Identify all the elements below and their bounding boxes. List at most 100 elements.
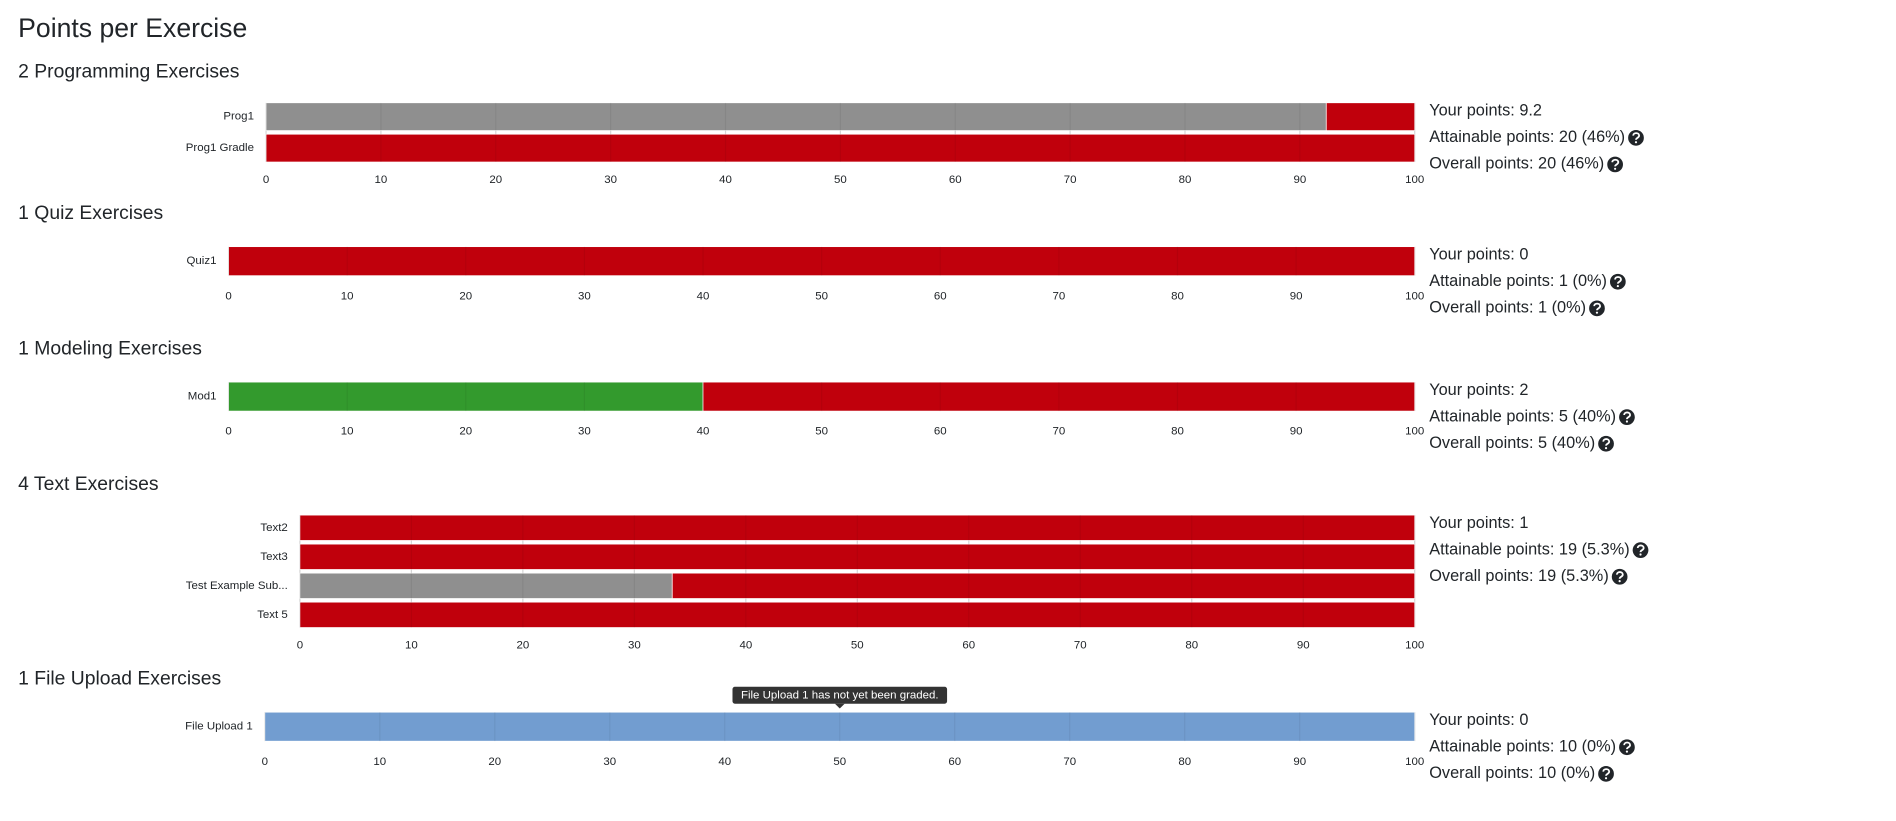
x-tick-label: 20 [459,290,472,302]
tooltip-arrow [834,703,845,709]
x-tick-label: 100 [1405,756,1424,768]
x-tick-label: 30 [578,426,591,438]
x-tick-label: 70 [1074,640,1087,652]
help-icon-glyph [1623,411,1631,420]
points-summary: Overall points: 5 (40%) [1429,434,1595,452]
section-heading: 2 Programming Exercises [18,61,239,83]
x-tick-label: 20 [459,426,472,438]
bar-segment [299,572,673,599]
x-tick-label: 0 [297,640,303,652]
bar-label: File Upload 1 [185,721,253,733]
x-tick-label: 0 [225,290,231,302]
help-icon-glyph [1611,158,1620,167]
help-icon-dot [1618,580,1621,583]
help-icon-circle [1619,739,1635,756]
help-icon-circle [1598,765,1614,782]
bar-segment [228,246,1416,277]
x-tick-label: 60 [948,756,961,768]
x-tick-label: 20 [488,756,501,768]
x-tick-label: 60 [934,426,947,438]
help-icon-circle [1589,300,1605,317]
help-icon-glyph [1636,544,1645,553]
bar-segment [671,572,1416,599]
bar-segment [228,381,704,412]
section-heading: 1 File Upload Exercises [18,668,221,690]
x-tick-label: 50 [851,640,864,652]
bar-label: Text 5 [257,609,288,621]
x-tick-label: 10 [405,640,418,652]
x-tick-label: 100 [1405,290,1424,302]
x-tick-label: 60 [949,174,962,186]
points-summary: Overall points: 19 (5.3%) [1429,567,1609,585]
help-icon-circle [1628,129,1644,146]
x-tick-label: 80 [1171,290,1184,302]
help-icon[interactable] [1589,300,1605,317]
x-tick-label: 50 [833,756,846,768]
points-summary: Your points: 1 [1429,514,1528,532]
x-tick-label: 50 [834,174,847,186]
bar-segment [299,543,1416,570]
help-icon-glyph [1593,302,1602,311]
x-tick-label: 30 [628,640,641,652]
help-icon[interactable] [1619,739,1635,756]
help-icon-dot [1625,750,1629,753]
points-summary: Attainable points: 1 (0%) [1429,272,1607,290]
x-tick-label: 40 [697,290,710,302]
bar-label: Text3 [260,551,287,563]
help-icon-dot [1595,311,1599,314]
tooltip-box [732,686,948,704]
help-icon[interactable] [1598,435,1614,452]
page-title: Points per Exercise [18,13,247,43]
section-heading: 1 Modeling Exercises [18,338,202,360]
bar-segment [702,381,1416,412]
x-tick-label: 80 [1171,426,1184,438]
bar-label: Prog1 Gradle [186,142,254,154]
x-tick-label: 70 [1064,174,1077,186]
x-tick-label: 100 [1405,426,1424,438]
x-tick-label: 30 [604,174,617,186]
bar-segment [1325,102,1416,131]
x-tick-label: 60 [962,640,975,652]
points-summary: Your points: 0 [1429,245,1528,263]
x-tick-label: 70 [1052,290,1065,302]
bar-segment [299,514,1416,541]
help-icon-glyph [1623,741,1631,750]
help-icon-circle [1632,542,1649,559]
x-tick-label: 80 [1185,640,1198,652]
help-icon[interactable] [1628,129,1644,146]
points-summary: Attainable points: 5 (40%) [1429,407,1616,425]
help-icon-dot [1625,420,1629,423]
points-summary: Overall points: 20 (46%) [1429,155,1604,173]
bar-segment [264,711,1416,742]
help-icon-dot [1616,284,1619,288]
x-tick-label: 70 [1052,426,1065,438]
x-tick-label: 60 [934,290,947,302]
help-icon-circle [1607,156,1623,173]
x-tick-label: 10 [341,426,354,438]
points-summary: Attainable points: 20 (46%) [1429,128,1625,146]
help-icon-glyph [1614,276,1622,284]
help-icon[interactable] [1619,409,1635,426]
bar-label: Prog1 [223,111,254,123]
x-tick-label: 10 [373,756,386,768]
x-tick-label: 0 [263,174,269,186]
help-icon-dot [1604,447,1608,450]
help-icon-dot [1614,167,1617,170]
bar-label: Quiz1 [187,255,217,267]
help-icon[interactable] [1609,273,1626,290]
help-icon-dot [1634,141,1638,144]
help-icon[interactable] [1611,568,1628,585]
bar-label: Test Example Sub... [186,580,288,592]
x-tick-label: 50 [815,426,828,438]
help-icon[interactable] [1607,156,1623,173]
bar-segment [265,102,1327,131]
help-icon[interactable] [1598,765,1614,782]
x-tick-label: 10 [341,290,354,302]
help-icon-glyph [1602,438,1611,446]
help-icon[interactable] [1632,542,1649,559]
x-tick-label: 50 [815,290,828,302]
help-icon-glyph [1615,571,1624,579]
help-icon-glyph [1632,132,1641,140]
